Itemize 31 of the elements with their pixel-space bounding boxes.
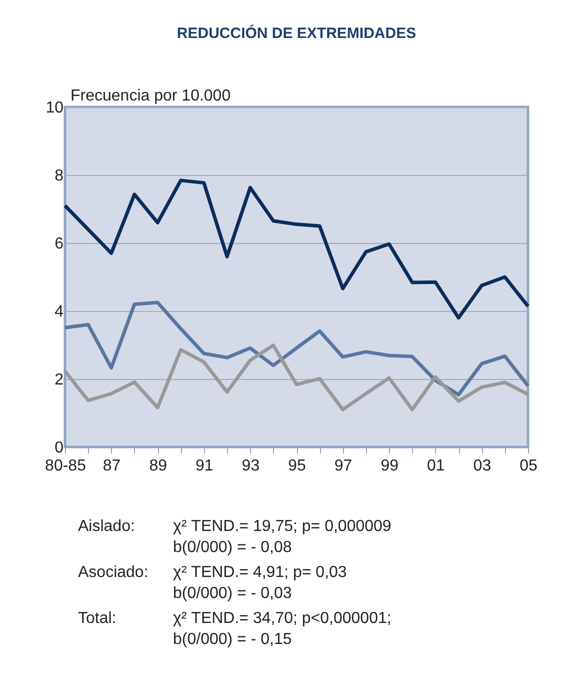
text: b(0/000) = - 0,03 (173, 585, 292, 602)
line-series (63, 178, 530, 320)
y-tick-label: 8 (54, 168, 64, 184)
x-tick-label: 97 (334, 458, 352, 474)
text: b(0/000) = - 0,08 (173, 539, 292, 556)
x-tick-label: 01 (427, 458, 445, 474)
x-tick-label: 87 (102, 458, 121, 474)
y-tick-label: 6 (54, 236, 64, 252)
x-tick-label: 80-85 (45, 458, 86, 474)
text: χ² TEND.= 19,75; p= 0,000009 (173, 518, 392, 535)
chart-title: REDUCCIÓN DE EXTREMIDADES (176, 24, 416, 42)
x-tick-label: 93 (242, 458, 260, 474)
text: χ² TEND.= 4,91; p= 0,03 (173, 564, 347, 581)
y-tick-label: 4 (54, 304, 64, 320)
y-tick-label: 0 (54, 440, 64, 456)
x-tick-label: 89 (149, 458, 168, 474)
x-tick-label: 03 (473, 458, 492, 474)
x-tick-label: 91 (196, 458, 214, 474)
x-tick-label: 05 (520, 458, 538, 474)
y-axis-title: Frecuencia por 10.000 (70, 88, 231, 104)
text: Aislado: (78, 518, 135, 535)
text: b(0/000) = - 0,15 (173, 631, 292, 648)
y-tick-label: 10 (46, 100, 64, 116)
text: χ² TEND.= 34,70; p<0,000001; (173, 610, 392, 627)
x-tick-label: 95 (288, 458, 306, 474)
text: Asociado: (78, 564, 148, 581)
x-tick-label: 99 (380, 458, 399, 474)
line-series (63, 300, 530, 396)
line-series (63, 344, 530, 412)
y-tick-label: 2 (54, 372, 64, 388)
text: Total: (78, 610, 116, 627)
